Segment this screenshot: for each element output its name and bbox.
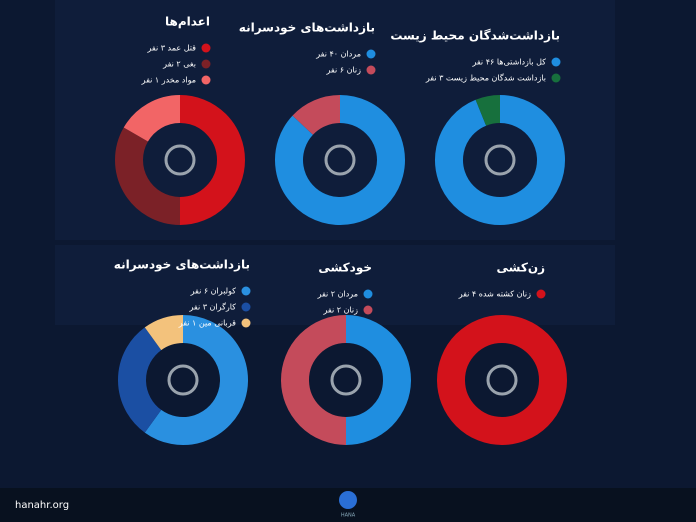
donut-slice bbox=[118, 327, 162, 433]
legend-swatch bbox=[363, 289, 373, 299]
legend-label: بازداشت شدگان محیط زیست ۳ نفر bbox=[425, 73, 546, 83]
donut-slice bbox=[435, 95, 565, 225]
chart-title: زن‌کشی bbox=[497, 261, 546, 275]
legend-label: مردان ۴۰ نفر bbox=[315, 50, 361, 59]
legend-label: مردان ۲ نفر bbox=[317, 290, 358, 299]
legend-label: زنان کشته شده ۴ نفر bbox=[458, 290, 531, 299]
legend-swatch bbox=[241, 318, 251, 328]
logo-icon bbox=[339, 491, 357, 509]
legend-swatch bbox=[366, 49, 376, 59]
legend-swatch bbox=[241, 286, 251, 296]
donut-slice bbox=[123, 95, 181, 143]
donut-slice bbox=[115, 127, 181, 225]
legend-label: کولبران ۶ نفر bbox=[190, 287, 237, 296]
center-icon bbox=[330, 364, 362, 396]
center-icon bbox=[324, 144, 356, 176]
panel-bottom bbox=[55, 245, 615, 325]
center-icon bbox=[486, 364, 518, 396]
donut-slice bbox=[281, 315, 347, 445]
donut-slice bbox=[144, 315, 184, 351]
donut-slice bbox=[475, 95, 501, 126]
charts: اعدام‌ها قتل عمد ۳ نفر بغی ۲ نفر مواد مخدر … bbox=[114, 15, 567, 446]
donut-slice bbox=[275, 95, 405, 225]
chart-title: خودکشی bbox=[318, 261, 372, 276]
donut-slice bbox=[437, 315, 567, 446]
chart-title: اعدام‌ها bbox=[165, 15, 210, 30]
center-icon bbox=[167, 364, 199, 396]
legend-label: زنان ۶ نفر bbox=[326, 66, 362, 75]
legend-swatch bbox=[201, 59, 211, 69]
chart-title: بازداشت‌شدگان محیط زیست bbox=[390, 29, 560, 43]
legend-label: قتل عمد ۳ نفر bbox=[146, 44, 196, 53]
donut-slice bbox=[144, 315, 248, 445]
legend-label: بغی ۲ نفر bbox=[162, 60, 196, 69]
legend-label: مواد مخدر ۱ نفر bbox=[141, 76, 196, 85]
legend-swatch bbox=[551, 57, 561, 67]
site-url: hanahr.org bbox=[15, 500, 69, 511]
legend-label: قربانی مین ۱ نفر bbox=[178, 319, 236, 328]
center-icon bbox=[164, 144, 196, 176]
logo-text: HANA bbox=[341, 513, 356, 519]
legend-label: کل بازداشتی‌ها ۴۶ نفر bbox=[471, 58, 546, 67]
legend-swatch bbox=[366, 65, 376, 75]
donut-slice bbox=[345, 315, 411, 445]
legend-swatch bbox=[551, 73, 561, 83]
legend-swatch bbox=[201, 43, 211, 53]
chart-title: بازداشت‌های خودسرانه bbox=[239, 21, 375, 36]
donut-slice bbox=[292, 95, 341, 136]
chart-title: بازداشت‌های خودسرانه bbox=[114, 258, 250, 273]
legend-swatch bbox=[363, 305, 373, 315]
legend-swatch bbox=[536, 289, 546, 299]
center-icon bbox=[484, 144, 516, 176]
donut-slice bbox=[179, 95, 245, 225]
legend-swatch bbox=[201, 75, 211, 85]
legend-label: کارگران ۳ نفر bbox=[188, 302, 236, 312]
legend-label: زنان ۲ نفر bbox=[323, 306, 359, 315]
legend-swatch bbox=[241, 302, 251, 312]
